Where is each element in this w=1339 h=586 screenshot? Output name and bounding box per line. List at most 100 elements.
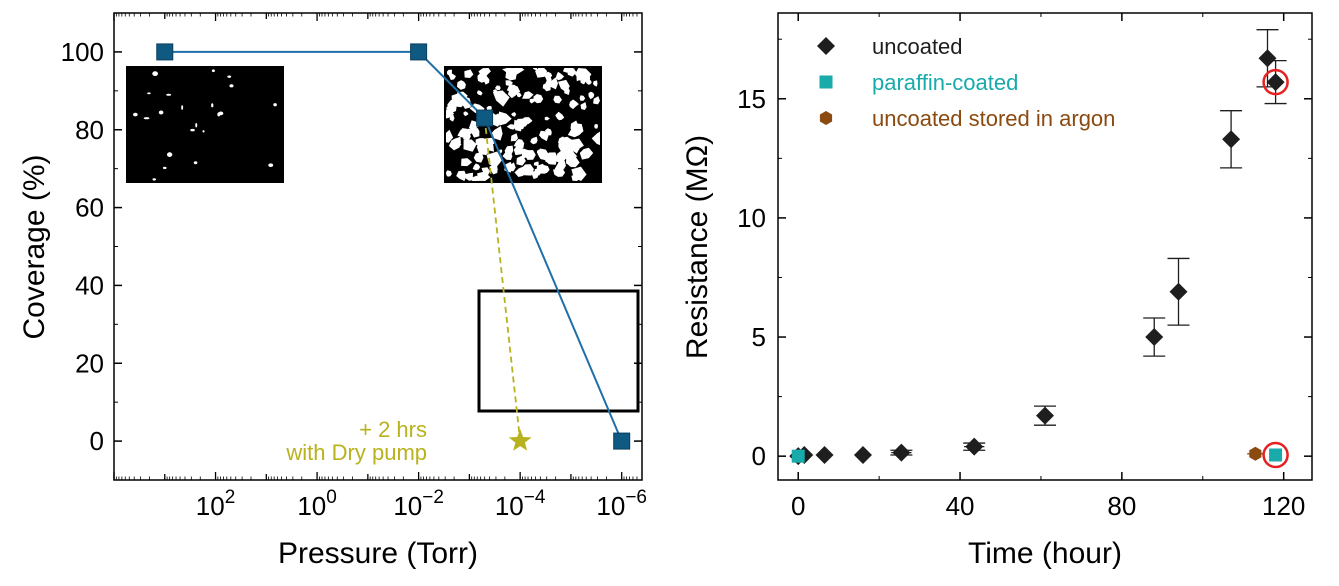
coverage-island <box>520 117 533 125</box>
resistance-point-uncoated <box>1036 406 1054 425</box>
coverage-island <box>457 128 472 138</box>
coverage-island <box>463 111 469 117</box>
coverage-island <box>532 68 537 71</box>
coverage-island <box>449 114 455 122</box>
coverage-speck <box>143 117 150 120</box>
coverage-island <box>481 150 487 156</box>
coverage-island <box>553 95 562 104</box>
coverage-island <box>540 165 550 174</box>
coverage-island <box>492 90 510 107</box>
coverage-island <box>517 92 522 98</box>
coverage-speck <box>152 71 159 77</box>
coverage-speck <box>218 111 224 116</box>
resistance-point-paraffin-coated <box>791 449 805 463</box>
coverage-point <box>476 109 494 127</box>
resistance-axes-frame <box>777 12 1313 481</box>
coverage-island <box>556 149 568 163</box>
coverage-island <box>579 95 586 101</box>
legend-label: paraffin-coated <box>872 70 1018 95</box>
coverage-island <box>464 69 474 78</box>
coverage-island <box>580 102 587 110</box>
legend-label: uncoated stored in argon <box>872 106 1115 131</box>
coverage-island <box>558 141 568 154</box>
resistance-y-axis-label: Resistance (MΩ) <box>681 135 714 359</box>
resistance-y-tick-label: 5 <box>752 322 766 352</box>
coverage-y-tick-label: 100 <box>61 37 104 67</box>
coverage-speck <box>147 92 151 95</box>
resistance-y-tick-label: 15 <box>737 84 766 114</box>
coverage-x-tick-label: 102 <box>196 487 236 521</box>
coverage-island <box>481 71 487 77</box>
coverage-island <box>464 172 474 181</box>
coverage-island <box>477 90 483 96</box>
coverage-island <box>575 125 581 132</box>
coverage-speck <box>273 103 277 107</box>
resistance-y-tick-label: 10 <box>737 203 766 233</box>
coverage-point <box>613 432 631 450</box>
coverage-island <box>555 71 565 81</box>
coverage-annotation-line2: with Dry pump <box>285 440 427 465</box>
coverage-x-tick-label: 100 <box>297 487 337 521</box>
coverage-island <box>535 68 548 78</box>
coverage-island <box>506 124 517 130</box>
coverage-island <box>495 85 501 91</box>
resistance-y-tick-label: 0 <box>752 441 766 471</box>
coverage-island <box>513 139 525 149</box>
coverage-island <box>545 128 552 136</box>
coverage-speck <box>133 112 138 117</box>
coverage-island <box>533 161 539 167</box>
resistance-point-uncoated <box>1169 282 1188 301</box>
sparse-coverage-image <box>126 66 284 183</box>
coverage-island <box>546 152 558 165</box>
coverage-island <box>585 80 592 85</box>
coverage-island <box>511 112 517 117</box>
coverage-island <box>481 167 490 176</box>
coverage-island <box>549 77 558 90</box>
coverage-island <box>594 124 598 129</box>
coverage-y-tick-label: 80 <box>75 115 104 145</box>
resistance-point-uncoated <box>853 445 872 464</box>
coverage-island <box>513 145 524 156</box>
coverage-island <box>460 96 471 109</box>
coverage-speck <box>227 75 232 78</box>
coverage-y-tick-label: 40 <box>75 270 104 300</box>
coverage-island <box>558 136 567 144</box>
legend-marker-uncoated <box>817 37 835 55</box>
coverage-island <box>530 136 538 145</box>
coverage-y-tick-label: 20 <box>75 348 104 378</box>
legend-marker-uncoated-stored-in-argon <box>819 111 833 125</box>
resistance-point-uncoated-stored-in-argon <box>1249 446 1262 461</box>
coverage-island <box>553 168 566 177</box>
coverage-speck <box>166 152 173 157</box>
coverage-x-axis-label: Pressure (Torr) <box>278 537 478 570</box>
coverage-y-tick-label: 0 <box>90 426 104 456</box>
highlight-circle <box>1262 68 1289 96</box>
coverage-island <box>477 171 491 181</box>
coverage-annotation-line1: + 2 hrs <box>359 417 427 442</box>
resistance-point-paraffin-coated <box>1269 448 1283 462</box>
resistance-point-uncoated <box>965 437 984 456</box>
coverage-island <box>461 158 473 167</box>
coverage-speck <box>211 69 215 73</box>
full-coverage-image <box>477 289 640 413</box>
coverage-island <box>521 148 532 159</box>
coverage-island <box>571 166 587 181</box>
coverage-island <box>471 175 480 181</box>
resistance-point-uncoated <box>892 443 911 462</box>
coverage-y-axis-label: Coverage (%) <box>18 154 51 339</box>
coverage-island <box>539 130 549 142</box>
coverage-island <box>448 73 456 81</box>
coverage-island <box>502 151 513 160</box>
coverage-island <box>483 75 490 85</box>
legend-label: uncoated <box>872 34 963 59</box>
coverage-island <box>448 136 461 151</box>
coverage-island <box>457 80 466 90</box>
coverage-island <box>510 133 518 142</box>
coverage-island <box>562 68 576 73</box>
coverage-speck <box>162 166 167 170</box>
coverage-island <box>513 68 525 75</box>
coverage-speck <box>229 84 234 88</box>
coverage-speck <box>193 161 198 165</box>
